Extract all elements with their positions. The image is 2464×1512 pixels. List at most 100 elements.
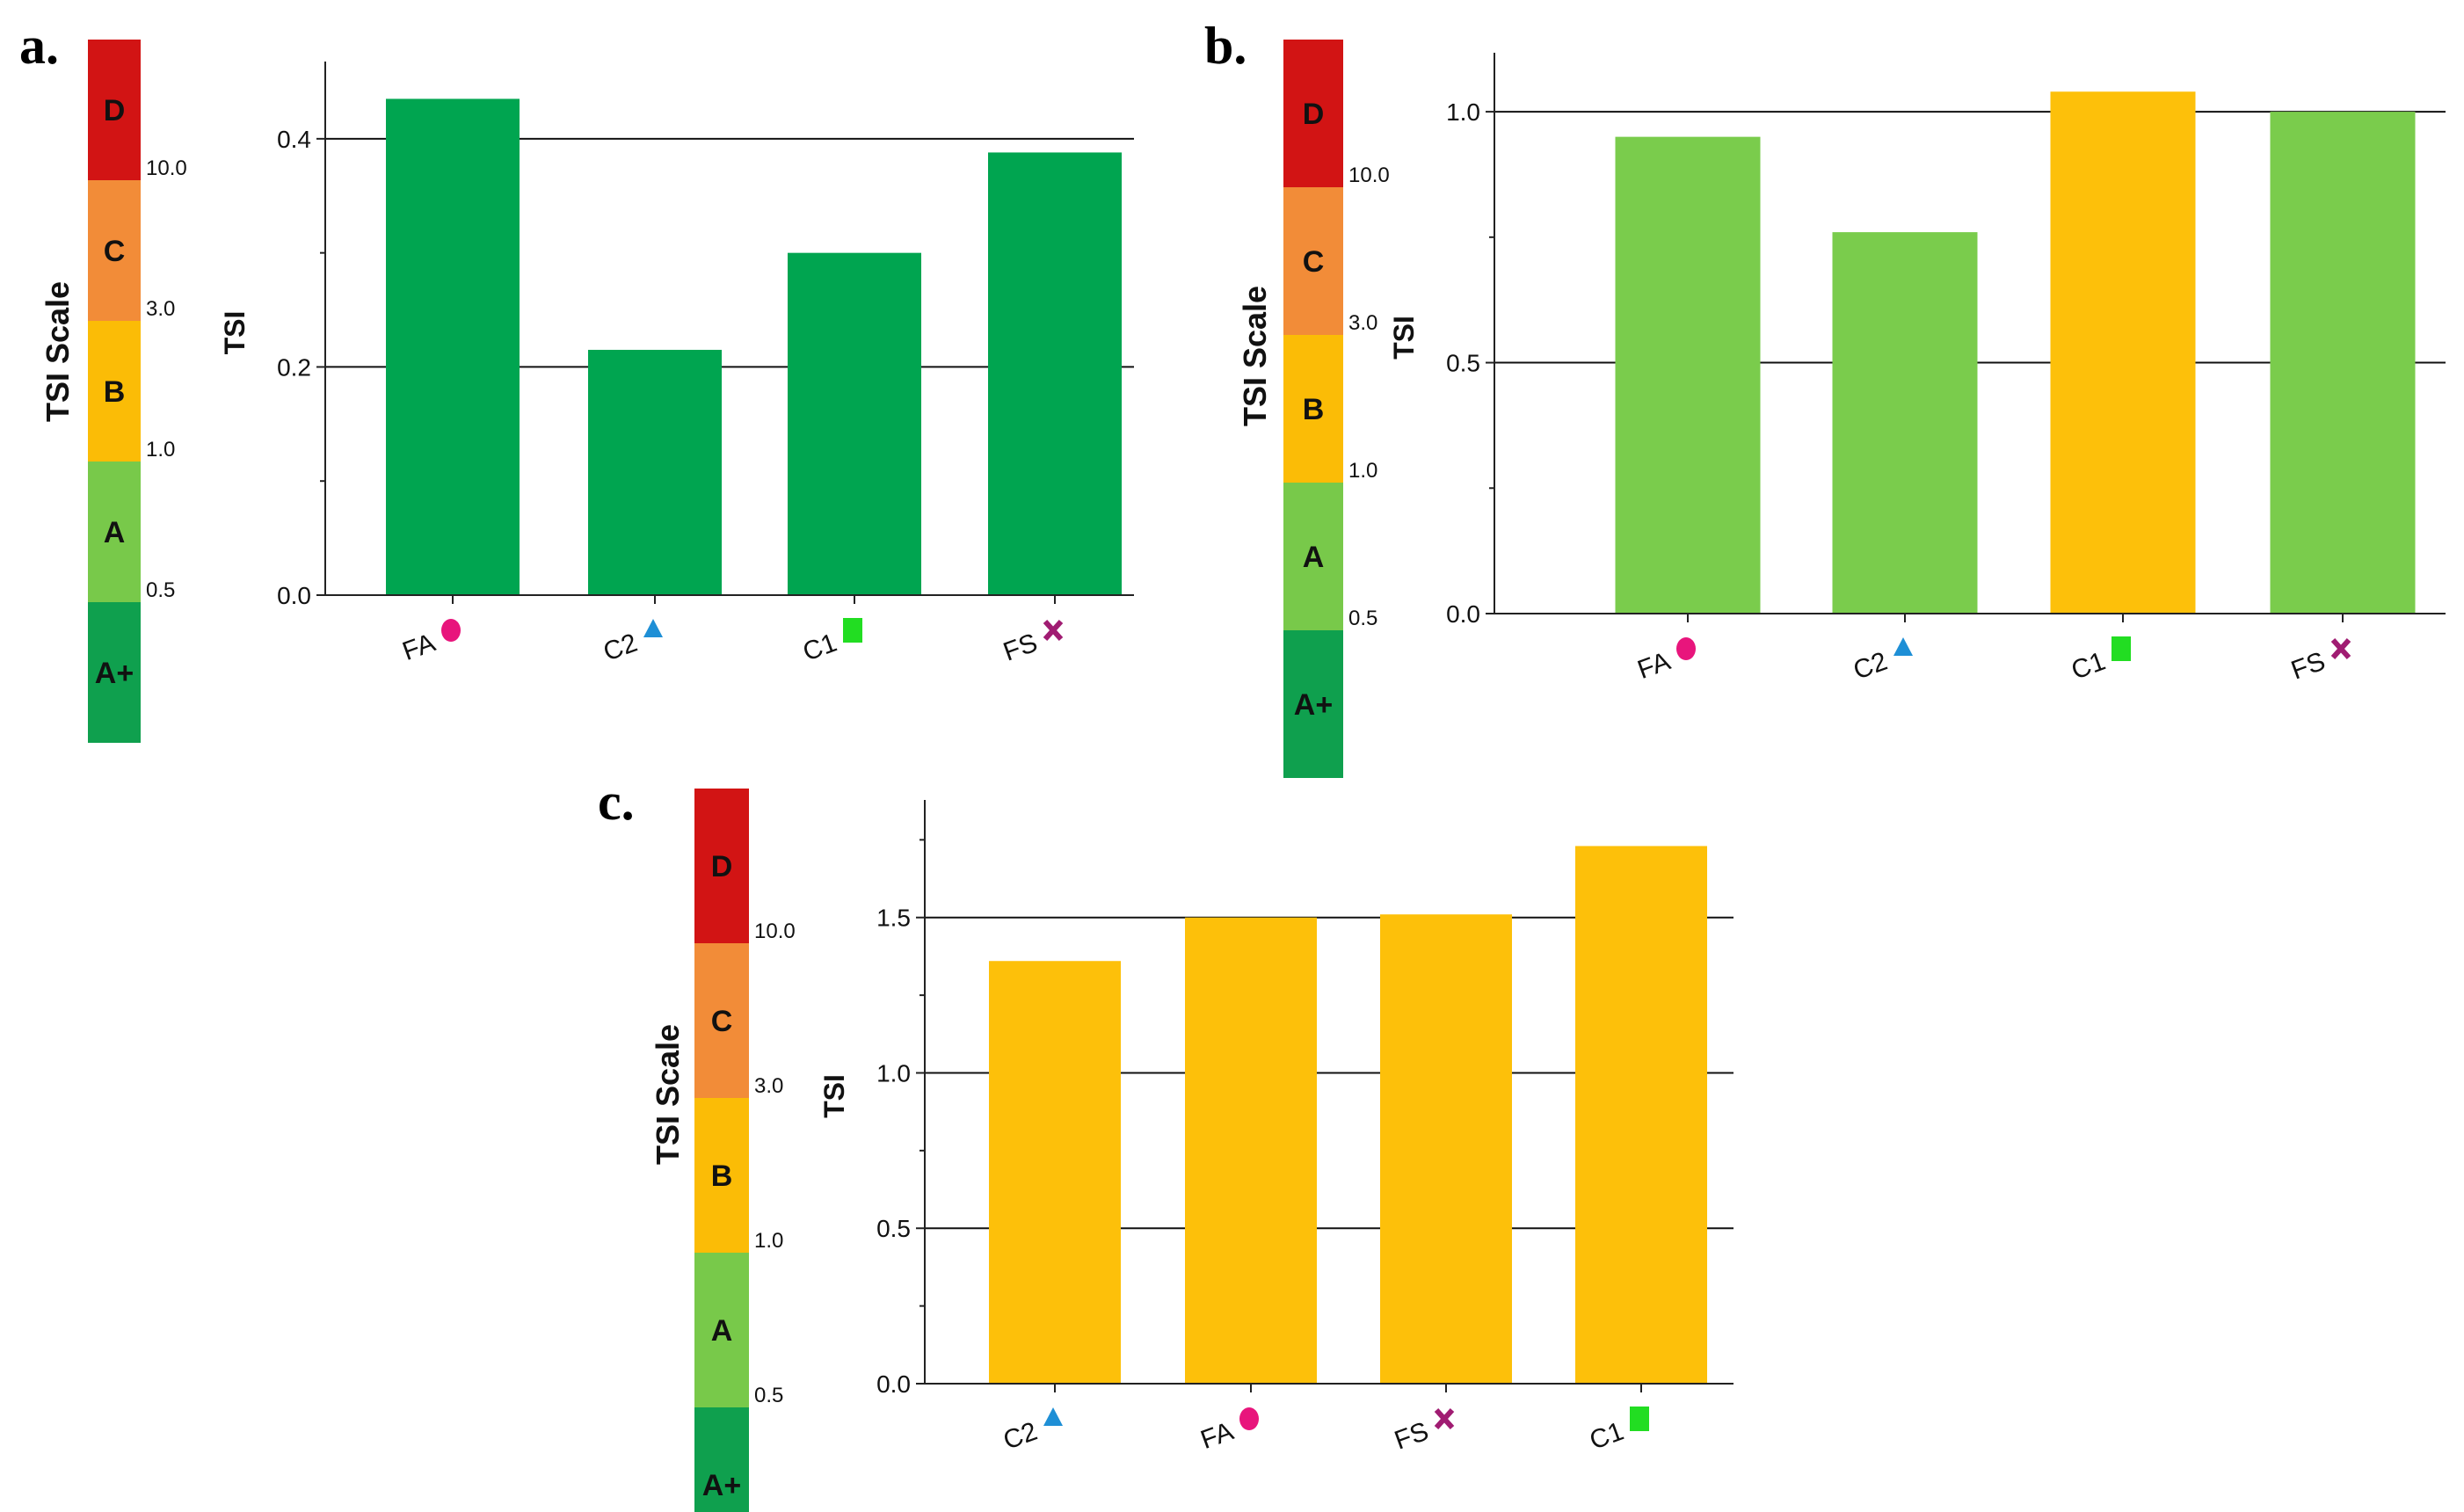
cross-marker-stroke	[1043, 619, 1064, 642]
tsi-grade-label: C	[1303, 245, 1325, 279]
tsi-grade-label: D	[711, 850, 733, 883]
circle-marker-icon	[441, 619, 461, 642]
tsi-grade-segment	[1283, 187, 1343, 335]
x-tick-label: C2	[1850, 647, 1891, 686]
tsi-threshold-label: 0.5	[1348, 607, 1377, 630]
tsi-threshold-label: 0.5	[146, 578, 175, 602]
x-tick-label: FS	[999, 629, 1041, 667]
bar	[1185, 917, 1317, 1384]
panel-c: c. D C B A A+ 10.0 3.0 1.0 0.5 TSI Scale 0.0 0.5 1.0 1…	[598, 773, 1734, 1512]
square-marker-icon	[2111, 636, 2131, 661]
tsi-grade-segment	[694, 1407, 749, 1512]
x-tick-label: C1	[2068, 647, 2109, 686]
x-tick-label: C2	[600, 629, 641, 667]
tsi-grade-label: D	[1303, 98, 1325, 131]
y-tick-label: 0.0	[1446, 600, 1480, 628]
bar	[588, 349, 722, 595]
tsi-grade-segment	[88, 602, 141, 743]
tsi-grade-segment	[88, 462, 141, 602]
tsi-grade-segment	[1283, 483, 1343, 630]
panel-label: a.	[19, 17, 59, 75]
tsi-grade-segment	[694, 789, 749, 943]
tsi-grade-segment	[1283, 630, 1343, 778]
y-tick-label: 1.5	[876, 905, 911, 932]
tsi-grade-label: A	[711, 1314, 733, 1348]
panel-b: b. D C B A A+ 10.0 3.0 1.0 0.5 TSI Scale 0.0 0.5 1.0 T…	[1204, 17, 2446, 778]
x-tick-label: FS	[1391, 1417, 1432, 1456]
tsi-grade-label: A+	[702, 1469, 741, 1502]
panel-label: c.	[598, 773, 635, 831]
tsi-grade-segment	[1283, 335, 1343, 483]
y-axis-label: TSI	[219, 311, 251, 355]
bar	[2050, 91, 2196, 614]
tsi-grade-label: A+	[95, 657, 134, 690]
tsi-grade-label: B	[1303, 393, 1325, 426]
tsi-grade-segment	[694, 1253, 749, 1407]
bar	[1575, 846, 1707, 1384]
y-tick-label: 0.5	[876, 1215, 911, 1242]
circle-marker-icon	[1676, 637, 1696, 660]
cross-marker-icon	[1434, 1407, 1455, 1430]
bar	[386, 98, 520, 595]
x-tick-label: FA	[1634, 647, 1675, 686]
tsi-threshold-label: 10.0	[754, 920, 796, 943]
tsi-scale-title: TSI Scale	[650, 1024, 686, 1165]
x-tick-label: C1	[799, 629, 840, 667]
tsi-scale-title: TSI Scale	[1237, 286, 1273, 426]
y-axis-label: TSI	[1388, 316, 1420, 360]
y-tick-label: 0.4	[277, 126, 311, 153]
tsi-threshold-label: 1.0	[754, 1229, 783, 1253]
panel-label: b.	[1204, 17, 1247, 75]
triangle-marker-icon	[1893, 637, 1913, 656]
cross-marker-icon	[1043, 619, 1064, 642]
tsi-scale: D C B A A+ 10.0 3.0 1.0 0.5 TSI Scale	[40, 40, 187, 743]
circle-marker-icon	[1239, 1407, 1259, 1430]
bar	[1380, 914, 1512, 1384]
tsi-threshold-label: 1.0	[146, 438, 175, 462]
cross-marker-icon	[2330, 637, 2351, 660]
tsi-threshold-label: 3.0	[1348, 311, 1377, 335]
y-tick-label: 0.0	[876, 1370, 911, 1398]
tsi-grade-label: C	[711, 1005, 733, 1038]
tsi-threshold-label: 10.0	[1348, 164, 1390, 187]
x-tick-label: FA	[399, 629, 440, 667]
tsi-scale: D C B A A+ 10.0 3.0 1.0 0.5 TSI Scale	[650, 789, 796, 1512]
y-axis-label: TSI	[818, 1074, 850, 1118]
tsi-grade-label: B	[711, 1159, 733, 1193]
y-tick-label: 1.0	[876, 1059, 911, 1087]
x-tick-label: C1	[1586, 1417, 1627, 1456]
tsi-grade-label: A	[1303, 541, 1325, 574]
bar	[788, 252, 921, 595]
y-tick-label: 1.0	[1446, 98, 1480, 126]
tsi-grade-label: A	[104, 516, 126, 549]
y-tick-label: 0.2	[277, 353, 311, 381]
square-marker-icon	[843, 618, 862, 643]
bar	[988, 152, 1122, 595]
x-tick-label: C2	[999, 1417, 1041, 1456]
triangle-marker-icon	[1043, 1407, 1063, 1426]
tsi-grade-label: A+	[1294, 688, 1333, 722]
bar	[2270, 112, 2416, 614]
cross-marker-stroke	[1434, 1407, 1455, 1430]
tsi-grade-segment	[88, 180, 141, 321]
bar	[1832, 232, 1978, 614]
tsi-grade-segment	[694, 943, 749, 1098]
tsi-grade-label: B	[104, 375, 126, 409]
tsi-threshold-label: 3.0	[146, 297, 175, 321]
tsi-grade-segment	[88, 40, 141, 180]
tsi-grade-label: D	[104, 94, 126, 127]
triangle-marker-icon	[643, 619, 663, 637]
tsi-threshold-label: 10.0	[146, 156, 187, 180]
y-tick-label: 0.0	[277, 582, 311, 609]
tsi-threshold-label: 0.5	[754, 1384, 783, 1407]
tsi-scale: D C B A A+ 10.0 3.0 1.0 0.5 TSI Scale	[1237, 40, 1390, 778]
tsi-scale-title: TSI Scale	[40, 281, 76, 422]
y-tick-label: 0.5	[1446, 350, 1480, 377]
tsi-grade-label: C	[104, 235, 126, 268]
cross-marker-stroke	[2330, 637, 2351, 660]
x-tick-label: FA	[1197, 1417, 1238, 1456]
tsi-threshold-label: 1.0	[1348, 459, 1377, 483]
bar	[989, 961, 1121, 1384]
tsi-grade-segment	[1283, 40, 1343, 187]
